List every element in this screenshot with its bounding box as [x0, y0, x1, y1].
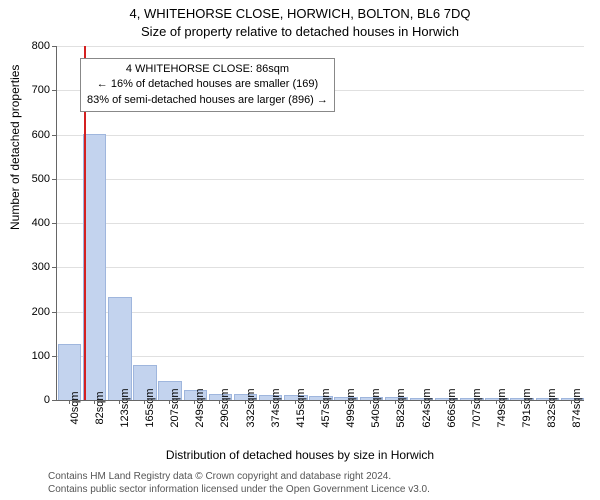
- x-tick-label: 874sqm: [571, 388, 583, 427]
- x-tick-label: 374sqm: [270, 388, 282, 427]
- annotation-line: ← 16% of detached houses are smaller (16…: [87, 77, 328, 92]
- bar: [108, 297, 131, 400]
- chart-container: 4, WHITEHORSE CLOSE, HORWICH, BOLTON, BL…: [0, 0, 600, 500]
- plot-area: 010020030040050060070080040sqm82sqm123sq…: [56, 46, 584, 400]
- x-tick-label: 207sqm: [169, 388, 181, 427]
- annotation-line: 83% of semi-detached houses are larger (…: [87, 93, 328, 108]
- bar: [83, 134, 106, 401]
- x-tick-label: 582sqm: [395, 388, 407, 427]
- y-tick-label: 800: [32, 40, 50, 52]
- gridline: [56, 312, 584, 313]
- chart-title-desc: Size of property relative to detached ho…: [0, 24, 600, 39]
- x-tick-label: 457sqm: [320, 388, 332, 427]
- x-tick-label: 624sqm: [421, 388, 433, 427]
- x-tick-label: 707sqm: [471, 388, 483, 427]
- x-tick-label: 40sqm: [69, 391, 81, 424]
- x-tick-label: 499sqm: [345, 388, 357, 427]
- chart-title-address: 4, WHITEHORSE CLOSE, HORWICH, BOLTON, BL…: [0, 6, 600, 21]
- y-tick-label: 700: [32, 84, 50, 96]
- y-tick-label: 500: [32, 173, 50, 185]
- gridline: [56, 46, 584, 47]
- y-tick-label: 400: [32, 217, 50, 229]
- y-tick-label: 0: [44, 394, 50, 406]
- y-tick-label: 200: [32, 306, 50, 318]
- x-tick-label: 832sqm: [546, 388, 558, 427]
- x-tick-label: 540sqm: [370, 388, 382, 427]
- annotation-line: 4 WHITEHORSE CLOSE: 86sqm: [87, 62, 328, 77]
- y-axis-label: Number of detached properties: [8, 65, 22, 230]
- y-tick-label: 100: [32, 350, 50, 362]
- gridline: [56, 135, 584, 136]
- gridline: [56, 356, 584, 357]
- footer-line1: Contains HM Land Registry data © Crown c…: [48, 470, 430, 483]
- y-tick-label: 300: [32, 261, 50, 273]
- gridline: [56, 179, 584, 180]
- y-tick-label: 600: [32, 129, 50, 141]
- x-tick-label: 791sqm: [521, 388, 533, 427]
- x-tick-label: 165sqm: [144, 388, 156, 427]
- x-tick-label: 123sqm: [119, 388, 131, 427]
- y-axis-line: [56, 46, 57, 400]
- x-tick-label: 249sqm: [194, 388, 206, 427]
- gridline: [56, 223, 584, 224]
- x-tick-label: 332sqm: [245, 388, 257, 427]
- x-tick-label: 666sqm: [446, 388, 458, 427]
- x-tick-label: 82sqm: [94, 391, 106, 424]
- x-axis-line: [56, 400, 584, 401]
- x-tick-label: 415sqm: [295, 388, 307, 427]
- x-tick-label: 749sqm: [496, 388, 508, 427]
- annotation-box: 4 WHITEHORSE CLOSE: 86sqm← 16% of detach…: [80, 58, 335, 112]
- footer-attribution: Contains HM Land Registry data © Crown c…: [48, 470, 430, 496]
- x-tick-label: 290sqm: [219, 388, 231, 427]
- gridline: [56, 267, 584, 268]
- x-axis-label: Distribution of detached houses by size …: [0, 448, 600, 462]
- footer-line2: Contains public sector information licen…: [48, 483, 430, 496]
